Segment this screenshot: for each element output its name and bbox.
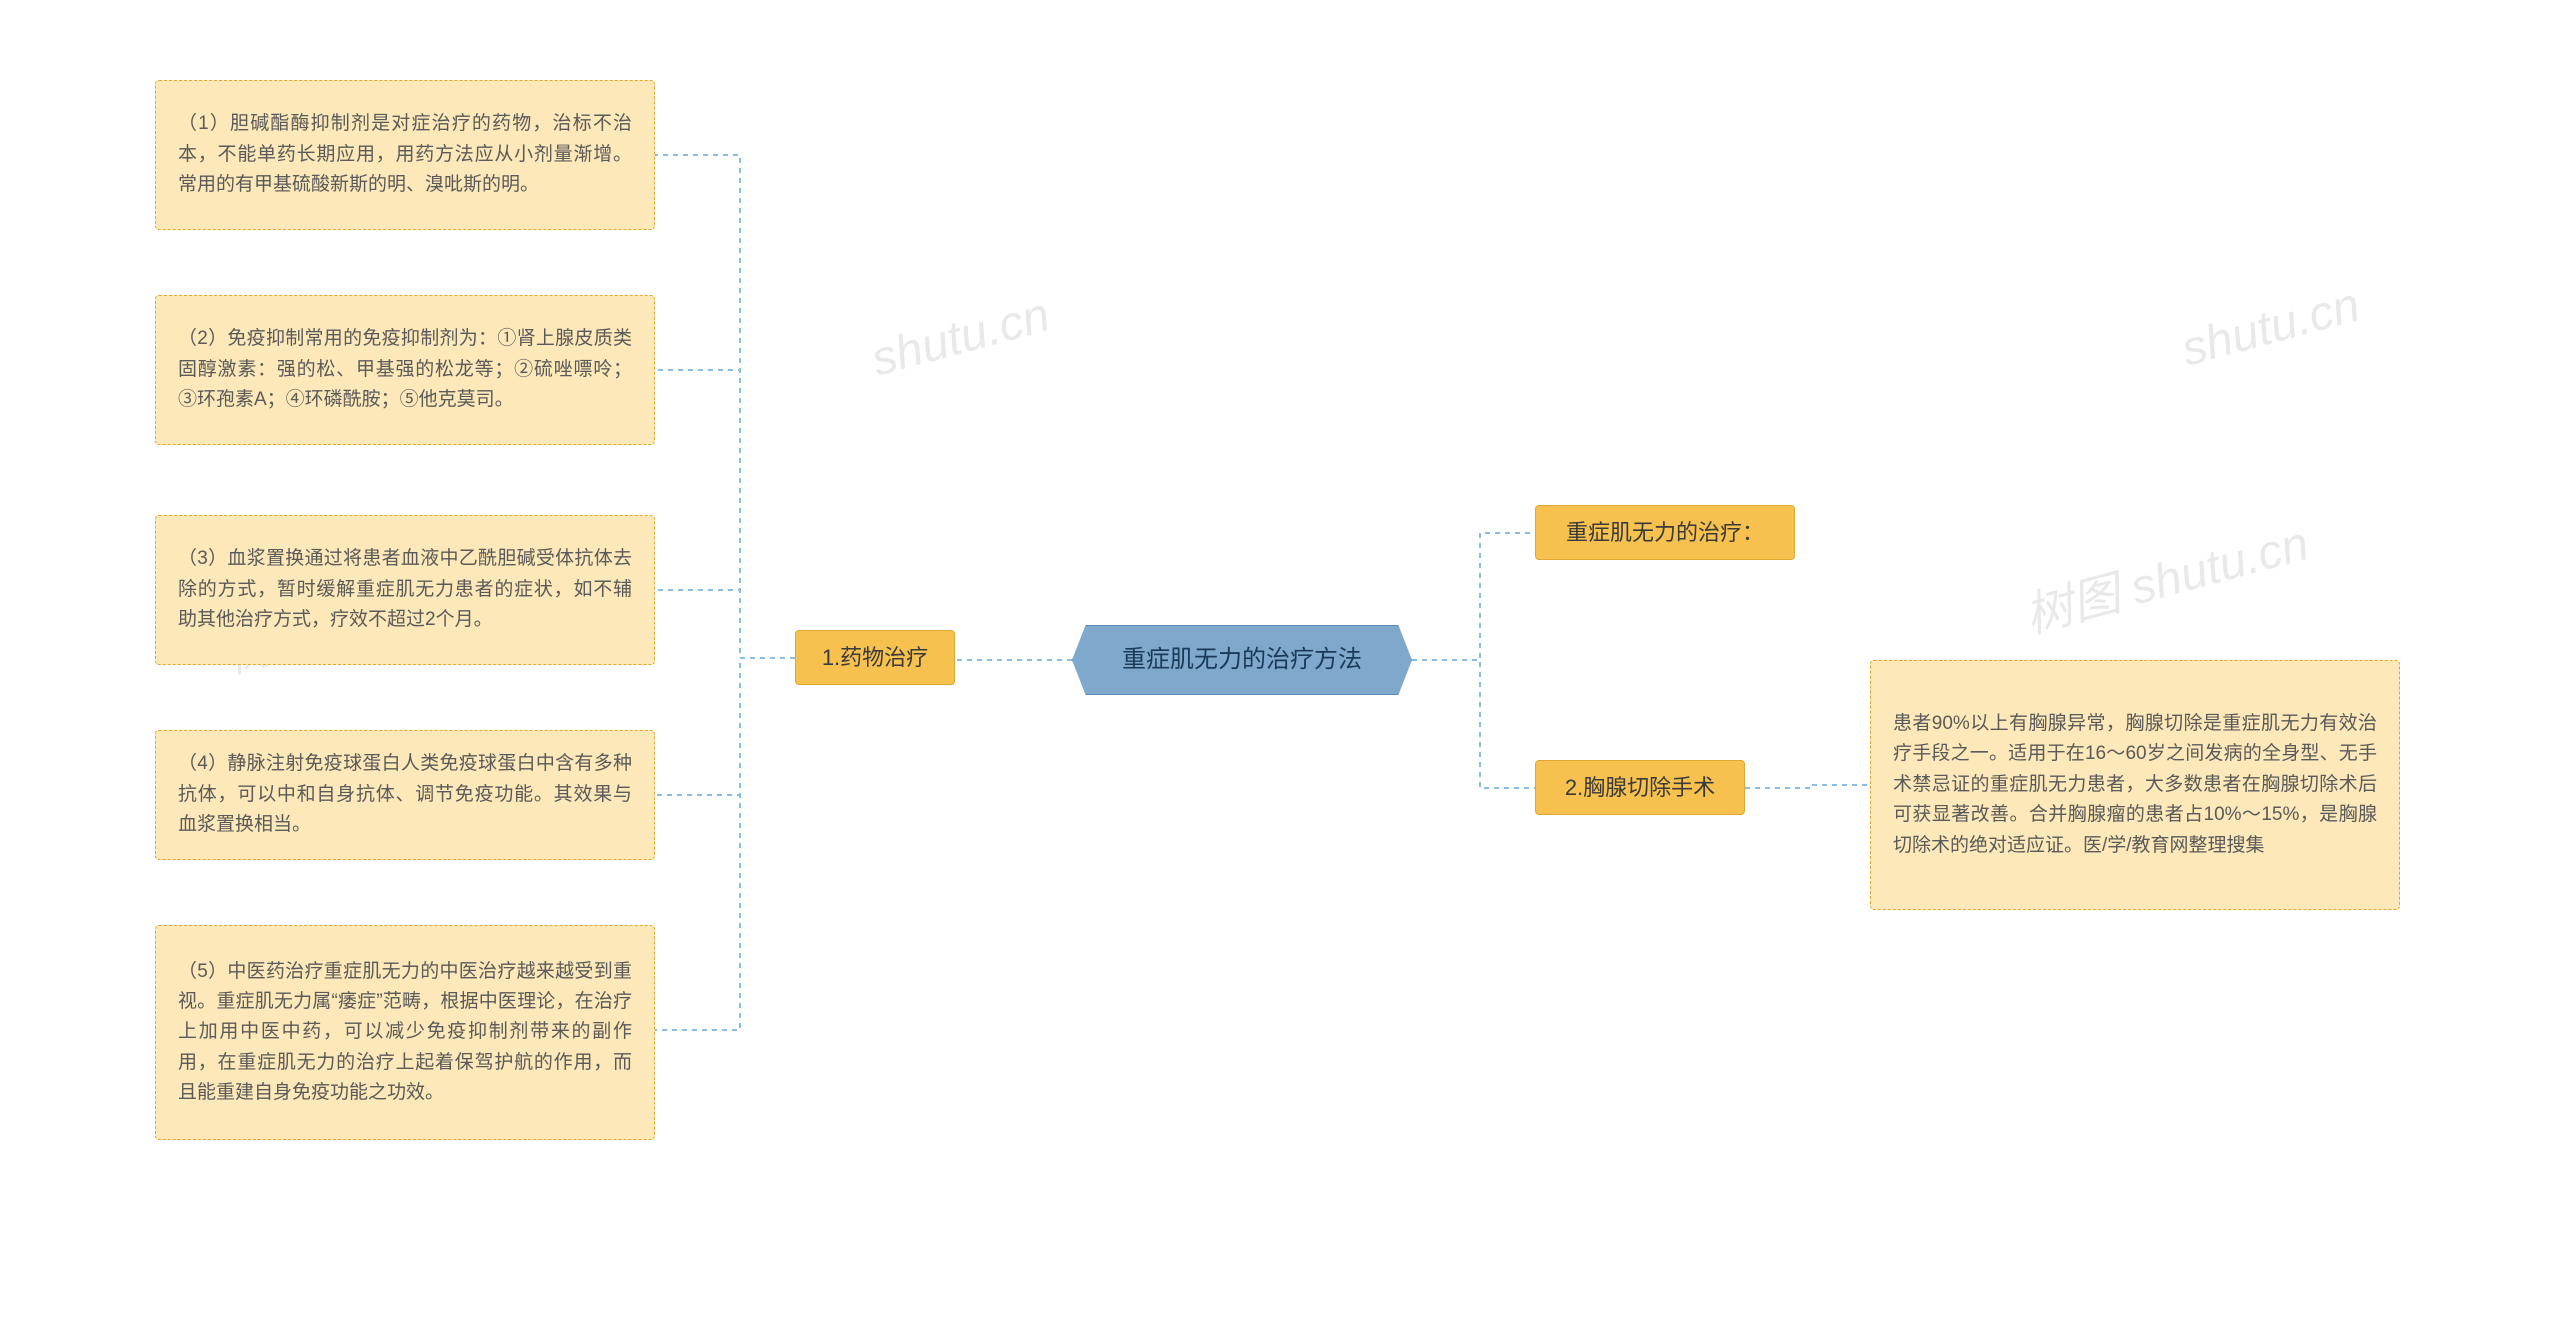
leaf-item-4: （4）静脉注射免疫球蛋白人类免疫球蛋白中含有多种抗体，可以中和自身抗体、调节免疫… xyxy=(155,730,655,860)
branch-label: 2.胸腺切除手术 xyxy=(1565,770,1715,805)
leaf-item-3: （3）血浆置换通过将患者血液中乙酰胆碱受体抗体去除的方式，暂时缓解重症肌无力患者… xyxy=(155,515,655,665)
leaf-item-1: （1）胆碱酯酶抑制剂是对症治疗的药物，治标不治本，不能单药长期应用，用药方法应从… xyxy=(155,80,655,230)
leaf-item-5: （5）中医药治疗重症肌无力的中医治疗越来越受到重视。重症肌无力属“痿症”范畴，根… xyxy=(155,925,655,1140)
mindmap-canvas: 树图 shutu.cn shutu.cn 树图 shutu.cn shutu.c… xyxy=(0,0,2560,1333)
branch-thymectomy: 2.胸腺切除手术 xyxy=(1535,760,1745,815)
center-node: 重症肌无力的治疗方法 xyxy=(1072,625,1412,695)
watermark: 树图 shutu.cn xyxy=(2016,504,2315,647)
watermark: shutu.cn xyxy=(2176,277,2366,377)
branch-label: 1.药物治疗 xyxy=(822,640,928,675)
leaf-item-2: （2）免疫抑制常用的免疫抑制剂为：①肾上腺皮质类固醇激素：强的松、甲基强的松龙等… xyxy=(155,295,655,445)
leaf-text: （1）胆碱酯酶抑制剂是对症治疗的药物，治标不治本，不能单药长期应用，用药方法应从… xyxy=(178,109,632,200)
leaf-thymectomy-detail: 患者90%以上有胸腺异常，胸腺切除是重症肌无力有效治疗手段之一。适用于在16～6… xyxy=(1870,660,2400,910)
watermark: shutu.cn xyxy=(866,287,1056,387)
branch-drug-therapy: 1.药物治疗 xyxy=(795,630,955,685)
leaf-text: （3）血浆置换通过将患者血液中乙酰胆碱受体抗体去除的方式，暂时缓解重症肌无力患者… xyxy=(178,544,632,635)
leaf-text: 患者90%以上有胸腺异常，胸腺切除是重症肌无力有效治疗手段之一。适用于在16～6… xyxy=(1893,709,2377,861)
leaf-text: （5）中医药治疗重症肌无力的中医治疗越来越受到重视。重症肌无力属“痿症”范畴，根… xyxy=(178,957,632,1109)
branch-mg-treatment: 重症肌无力的治疗： xyxy=(1535,505,1795,560)
leaf-text: （4）静脉注射免疫球蛋白人类免疫球蛋白中含有多种抗体，可以中和自身抗体、调节免疫… xyxy=(178,749,632,840)
center-label: 重症肌无力的治疗方法 xyxy=(1122,641,1362,679)
leaf-text: （2）免疫抑制常用的免疫抑制剂为：①肾上腺皮质类固醇激素：强的松、甲基强的松龙等… xyxy=(178,324,632,415)
branch-label: 重症肌无力的治疗： xyxy=(1566,515,1764,550)
